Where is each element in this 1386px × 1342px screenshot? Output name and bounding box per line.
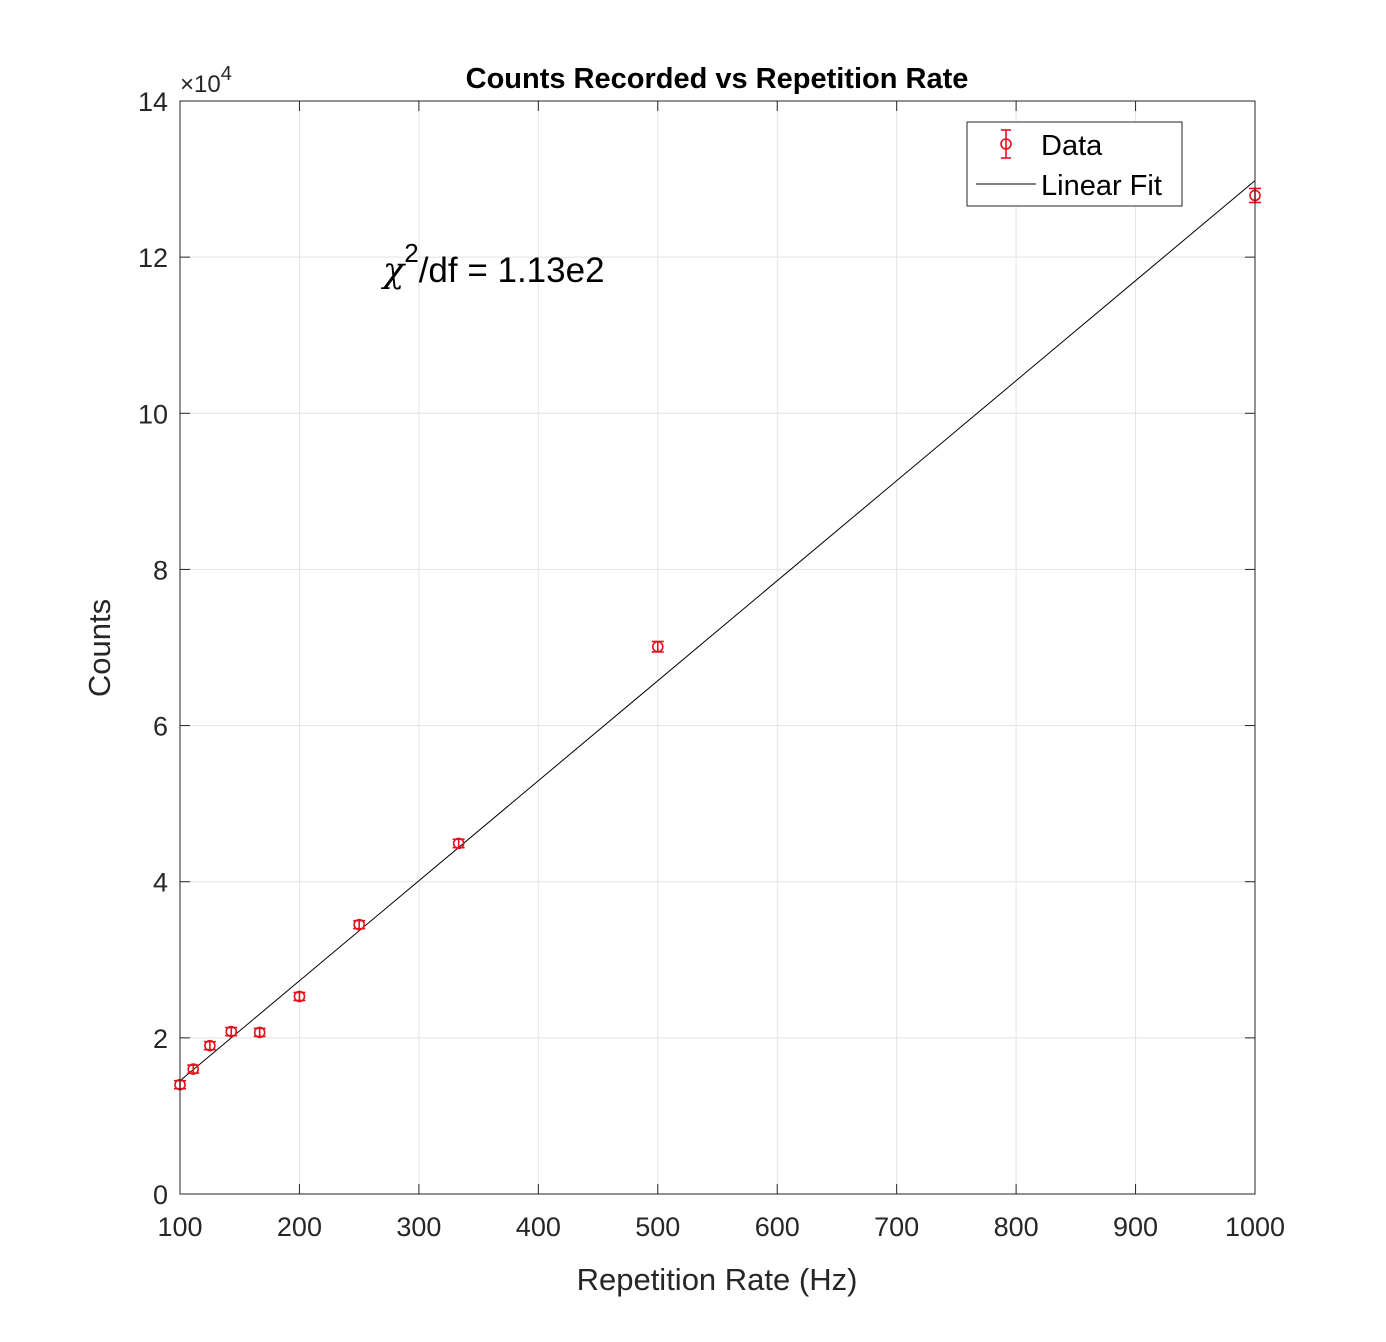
- y-axis-ticks: 0 2 4 6 8 10 12 14: [138, 87, 1255, 1210]
- x-tick-label: 600: [755, 1212, 800, 1242]
- legend-label-data: Data: [1041, 130, 1103, 162]
- data-point: [353, 918, 366, 931]
- x-tick-label: 300: [396, 1212, 441, 1242]
- x-tick-label: 700: [874, 1212, 919, 1242]
- data-marker: [452, 837, 465, 850]
- data-point: [452, 837, 465, 850]
- legend-label-fit: Linear Fit: [1041, 170, 1162, 202]
- x-axis-label: Repetition Rate (Hz): [577, 1262, 858, 1297]
- x-tick-label: 100: [157, 1212, 202, 1242]
- fit-line: [179, 180, 1256, 1082]
- chart-title: Counts Recorded vs Repetition Rate: [466, 63, 969, 95]
- x-tick-label: 500: [635, 1212, 680, 1242]
- legend-data-marker: [1000, 129, 1012, 159]
- plot-area: [180, 101, 1255, 1194]
- y-axis-label: Counts: [82, 599, 117, 697]
- x-tick-label: 1000: [1225, 1212, 1285, 1242]
- fit-line-layer: [179, 180, 1256, 1082]
- y-tick-label: 10: [138, 399, 168, 429]
- data-point: [293, 990, 306, 1003]
- data-marker: [204, 1039, 216, 1052]
- data-point: [203, 1039, 216, 1052]
- x-tick-label: 900: [1113, 1212, 1158, 1242]
- x-axis-ticks: 100 200 300 400 500 600 700 800 900 1000: [157, 101, 1285, 1242]
- y-tick-label: 0: [153, 1180, 168, 1210]
- plot-frame: [179, 100, 1256, 1195]
- chi-square-annotation: χ2/df = 1.13e2: [380, 238, 605, 291]
- y-tick-label: 4: [153, 868, 168, 898]
- data-point: [187, 1063, 200, 1075]
- data-marker: [651, 640, 664, 653]
- data-point: [253, 1026, 266, 1039]
- x-tick-label: 200: [277, 1212, 322, 1242]
- x-tick-label: 400: [516, 1212, 561, 1242]
- data-marker: [187, 1063, 200, 1075]
- data-marker: [353, 918, 365, 931]
- y-exponent-label: ×104: [180, 63, 232, 98]
- data-point: [651, 640, 664, 653]
- data-marker: [293, 990, 306, 1003]
- data-marker: [253, 1026, 266, 1039]
- data-marker: [225, 1025, 238, 1038]
- y-tick-label: 8: [153, 555, 168, 585]
- legend-box: [966, 121, 1183, 207]
- legend: Data Linear Fit: [966, 121, 1183, 207]
- y-tick-label: 14: [138, 87, 168, 117]
- x-tick-label: 800: [994, 1212, 1039, 1242]
- data-point: [225, 1025, 238, 1038]
- y-tick-label: 6: [153, 712, 168, 742]
- y-tick-label: 12: [138, 243, 168, 273]
- y-tick-label: 2: [153, 1024, 168, 1054]
